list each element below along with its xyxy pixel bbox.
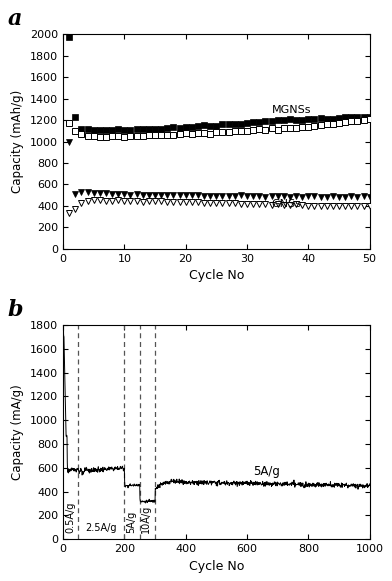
Text: 0.5A/g: 0.5A/g — [66, 501, 76, 533]
Text: a: a — [8, 8, 22, 30]
X-axis label: Cycle No: Cycle No — [189, 269, 244, 282]
Y-axis label: Capacity (mA/g): Capacity (mA/g) — [11, 384, 24, 480]
Text: 2.5A/g: 2.5A/g — [85, 523, 117, 533]
Text: 10A/g: 10A/g — [142, 504, 151, 533]
Text: GNSs: GNSs — [272, 199, 301, 209]
Text: 5A/g: 5A/g — [126, 511, 136, 533]
X-axis label: Cycle No: Cycle No — [189, 560, 244, 573]
Y-axis label: Capacity (mAh/g): Capacity (mAh/g) — [11, 90, 24, 193]
Text: b: b — [8, 299, 23, 321]
Text: MGNSs: MGNSs — [272, 106, 311, 116]
Text: 5A/g: 5A/g — [253, 465, 280, 478]
